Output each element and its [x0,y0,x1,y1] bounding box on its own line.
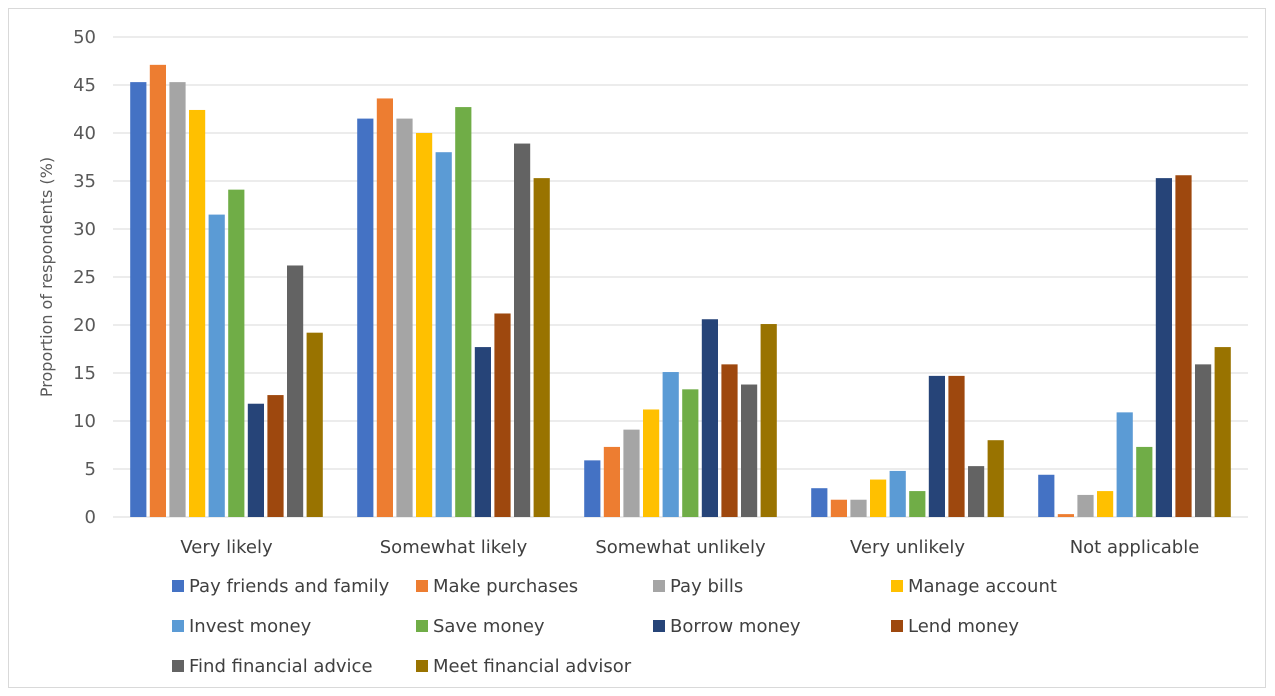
legend-swatch [172,580,184,592]
legend-swatch [653,580,665,592]
bar [662,372,679,517]
bar [1097,491,1114,517]
y-axis-label: Proportion of respondents (%) [37,157,56,397]
legend-entry: Find financial advice [189,656,373,677]
bar [889,470,906,517]
legend-entry: Lend money [908,616,1019,637]
bar [306,332,323,517]
bar [533,178,550,517]
bar [948,375,965,517]
bar [396,118,413,517]
legend-swatch [416,660,428,672]
bar [721,364,738,517]
legend-entry: Make purchases [433,576,578,597]
bar [682,389,699,517]
bar [416,133,433,517]
legend-entry: Meet financial advisor [433,656,632,677]
legend-entry: Borrow money [670,616,801,637]
bar [830,499,847,517]
bar [169,82,186,518]
x-category-label: Very likely [180,537,273,558]
bar [1195,364,1212,517]
legend-swatch [416,620,428,632]
legend-entry: Save money [433,616,545,637]
y-tick-label: 0 [85,507,96,528]
y-tick-label: 35 [73,171,96,192]
bar [643,409,660,517]
bar [208,214,225,517]
bar [228,189,245,517]
bar [514,143,531,517]
legend-swatch [172,620,184,632]
bar [1038,474,1055,517]
legend-entry: Pay friends and family [189,576,390,597]
bar [584,460,601,517]
y-tick-label: 5 [85,459,96,480]
bar [928,375,945,517]
legend-swatch [172,660,184,672]
legend-swatch [416,580,428,592]
bar [494,313,511,517]
y-tick-label: 40 [73,123,96,144]
bar [870,479,887,517]
bar [987,440,1004,517]
y-tick-label: 25 [73,267,96,288]
bar [850,499,867,517]
legend-entry: Pay bills [670,576,743,597]
x-category-label: Not applicable [1070,537,1200,558]
legend-swatch [653,620,665,632]
bar [247,403,264,517]
bar [811,488,828,517]
bar [357,118,374,517]
bar [474,347,491,517]
bar [376,98,393,517]
bar [1155,178,1172,517]
bar [968,466,985,517]
bar [1057,514,1074,517]
y-tick-label: 15 [73,363,96,384]
bar [741,384,758,517]
legend-entry: Invest money [189,616,312,637]
bar [287,265,304,517]
y-tick-label: 30 [73,219,96,240]
bar [603,446,620,517]
y-tick-label: 50 [73,27,96,48]
bar [189,109,206,518]
bar [267,395,284,517]
legend-swatch [891,620,903,632]
bar [435,152,452,517]
bar [1214,347,1231,517]
x-category-label: Somewhat unlikely [595,537,766,558]
bar [1175,175,1192,518]
bar [455,107,472,517]
y-tick-label: 45 [73,75,96,96]
bar [149,64,166,517]
legend-swatch [891,580,903,592]
x-category-label: Somewhat likely [380,537,528,558]
bar [701,319,718,517]
bar [1077,494,1094,517]
bar [623,429,640,517]
bar [1116,412,1133,517]
legend-entry: Manage account [908,576,1057,597]
y-tick-label: 20 [73,315,96,336]
bar [1136,446,1153,517]
y-tick-label: 10 [73,411,96,432]
bar [909,491,926,517]
bar [130,82,147,518]
bar [760,324,777,517]
x-category-label: Very unlikely [850,537,965,558]
